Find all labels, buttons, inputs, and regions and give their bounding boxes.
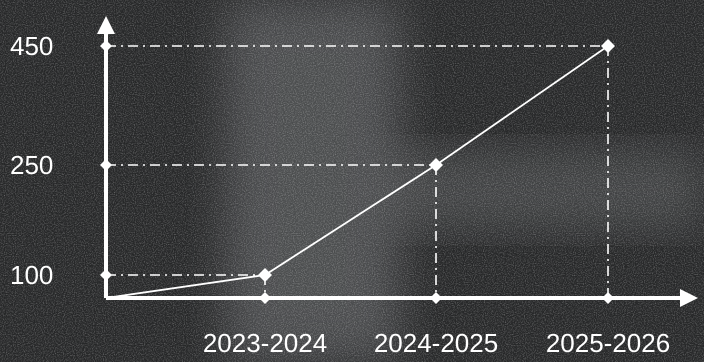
x-axis-arrow: [680, 289, 698, 307]
y-tick-label: 100: [10, 260, 53, 290]
data-series: [105, 39, 615, 299]
x-axis-marker: [259, 292, 271, 304]
x-axis-marker: [430, 292, 442, 304]
axes: [97, 16, 698, 307]
y-axis-marker: [100, 40, 112, 52]
data-point: [258, 268, 272, 282]
x-tick-label: 2023-2024: [203, 328, 327, 358]
y-tick-label: 250: [10, 150, 53, 180]
data-point: [429, 158, 443, 172]
tick-labels: 100 250 450 2023-2024 2024-2025 2025-2026: [10, 31, 670, 358]
y-tick-label: 450: [10, 31, 53, 61]
guide-lines: [106, 45, 609, 298]
data-point: [601, 39, 615, 53]
x-axis-marker: [602, 292, 614, 304]
x-tick-label: 2025-2026: [546, 328, 670, 358]
y-axis-marker: [100, 159, 112, 171]
y-axis-marker: [100, 269, 112, 281]
x-tick-label: 2024-2025: [374, 328, 498, 358]
series-line: [105, 45, 609, 299]
y-axis-arrow: [97, 16, 115, 34]
